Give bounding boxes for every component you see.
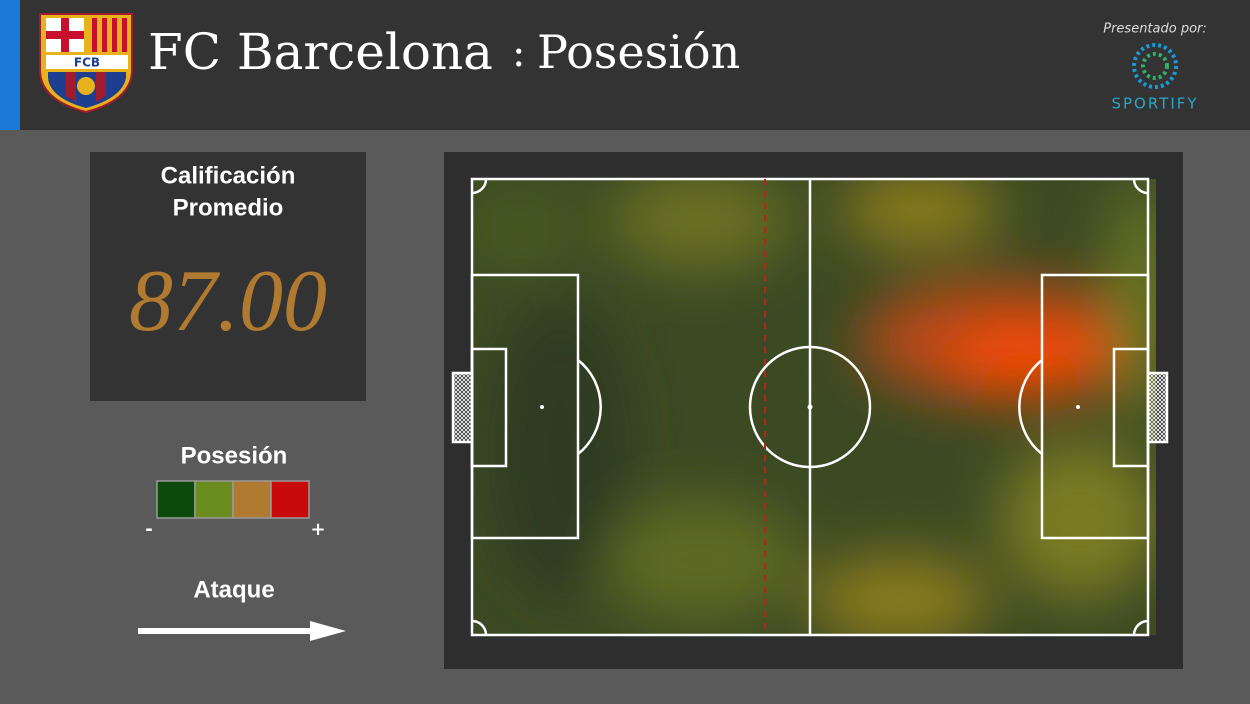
legend-max: +: [310, 519, 325, 540]
rating-panel: [90, 152, 366, 401]
sponsor-logo: [1132, 43, 1178, 89]
legend-swatch: [194, 480, 234, 519]
legend-title: Posesión: [181, 442, 288, 469]
rating-title: Promedio: [173, 194, 284, 221]
legend-swatch: [156, 480, 196, 519]
accent-bar: [0, 0, 20, 130]
sponsor-caption: Presentado por:: [1103, 22, 1207, 37]
crest-text: FCB: [74, 56, 100, 70]
pitch-lines: [451, 177, 1169, 637]
metric-name: Posesión: [537, 25, 740, 79]
direction-arrow: [138, 621, 346, 641]
rating-title: Calificación: [161, 162, 296, 189]
legend-swatch: [232, 480, 272, 519]
penalty-spot: [1076, 405, 1080, 409]
direction-label: Ataque: [193, 576, 274, 603]
rating-value: 87.00: [129, 253, 327, 350]
center-spot: [807, 404, 813, 410]
title-separator: :: [512, 30, 525, 76]
legend: [156, 480, 310, 519]
heatmap: [472, 179, 1156, 635]
crest: FCB: [39, 13, 133, 114]
penalty-spot: [540, 405, 544, 409]
legend-min: -: [145, 519, 152, 540]
legend-swatch: [270, 480, 310, 519]
header-bar: [0, 0, 1250, 130]
team-name: FC Barcelona: [148, 23, 493, 81]
sponsor-name: SPORTIFY: [1111, 95, 1198, 113]
